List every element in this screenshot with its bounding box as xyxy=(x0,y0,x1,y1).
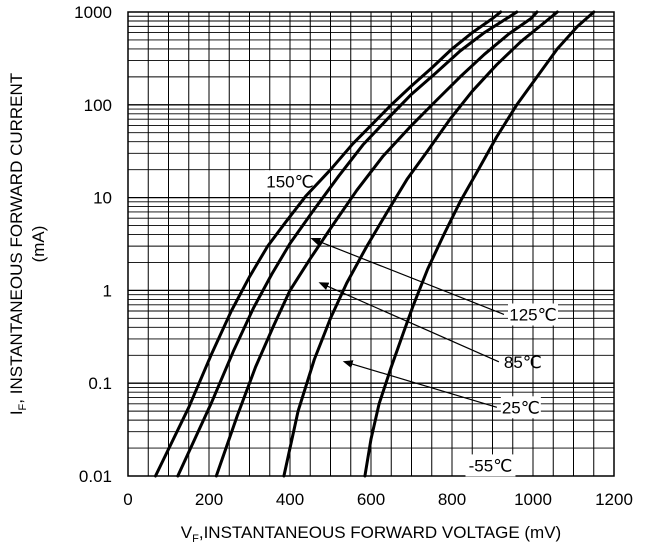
y-tick-label: 10 xyxy=(93,189,112,208)
annotation-box xyxy=(500,396,541,419)
annotation-arrow xyxy=(318,282,500,363)
annotation-box xyxy=(465,454,516,477)
annotation-arrows xyxy=(310,237,505,408)
annotation-box xyxy=(265,170,315,193)
series-line xyxy=(154,10,503,478)
y-tick-label: 1 xyxy=(103,281,112,300)
y-tick-labels: 0.01 0.1 1 10 100 1000 xyxy=(74,3,112,486)
annotation-arrow xyxy=(342,360,498,408)
x-tick-label: 600 xyxy=(357,490,385,509)
x-tick-label: 0 xyxy=(123,490,132,509)
x-tick-label: 1200 xyxy=(595,490,633,509)
x-tick-label: 1000 xyxy=(514,490,552,509)
curve-label: 150℃ xyxy=(266,172,313,191)
y-tick-label: 0.1 xyxy=(88,374,112,393)
y-tick-label: 1000 xyxy=(74,3,112,22)
x-tick-label: 800 xyxy=(438,490,466,509)
annotations: 150℃ 125℃ 85℃ 25℃ -55℃ xyxy=(266,172,556,475)
annotation-box xyxy=(508,303,558,326)
series-line xyxy=(282,10,559,478)
series-line xyxy=(176,10,519,478)
y-axis-title: IF, INSTANTANEOUS FORWARD CURRENT xyxy=(7,73,29,415)
curve-label: -55℃ xyxy=(469,456,513,475)
annotation-arrow xyxy=(310,237,505,316)
x-tick-label: 400 xyxy=(276,490,304,509)
curve-label: 85℃ xyxy=(504,353,542,372)
x-axis-title: VF,INSTANTANEOUS FORWARD VOLTAGE (mV) xyxy=(181,523,561,545)
series-line xyxy=(363,10,596,478)
x-tick-label: 200 xyxy=(195,490,223,509)
series-line xyxy=(214,10,539,478)
label-boxes xyxy=(265,170,558,477)
plot-frame xyxy=(127,11,615,477)
curves xyxy=(154,10,596,478)
grid xyxy=(128,12,614,476)
y-axis-unit: (mA) xyxy=(29,226,48,263)
x-tick-labels: 0 200 400 600 800 1000 1200 xyxy=(123,490,633,509)
y-tick-label: 0.01 xyxy=(79,467,112,486)
curve-label: 125℃ xyxy=(509,305,556,324)
y-tick-label: 100 xyxy=(84,96,112,115)
curve-label: 25℃ xyxy=(502,398,540,417)
